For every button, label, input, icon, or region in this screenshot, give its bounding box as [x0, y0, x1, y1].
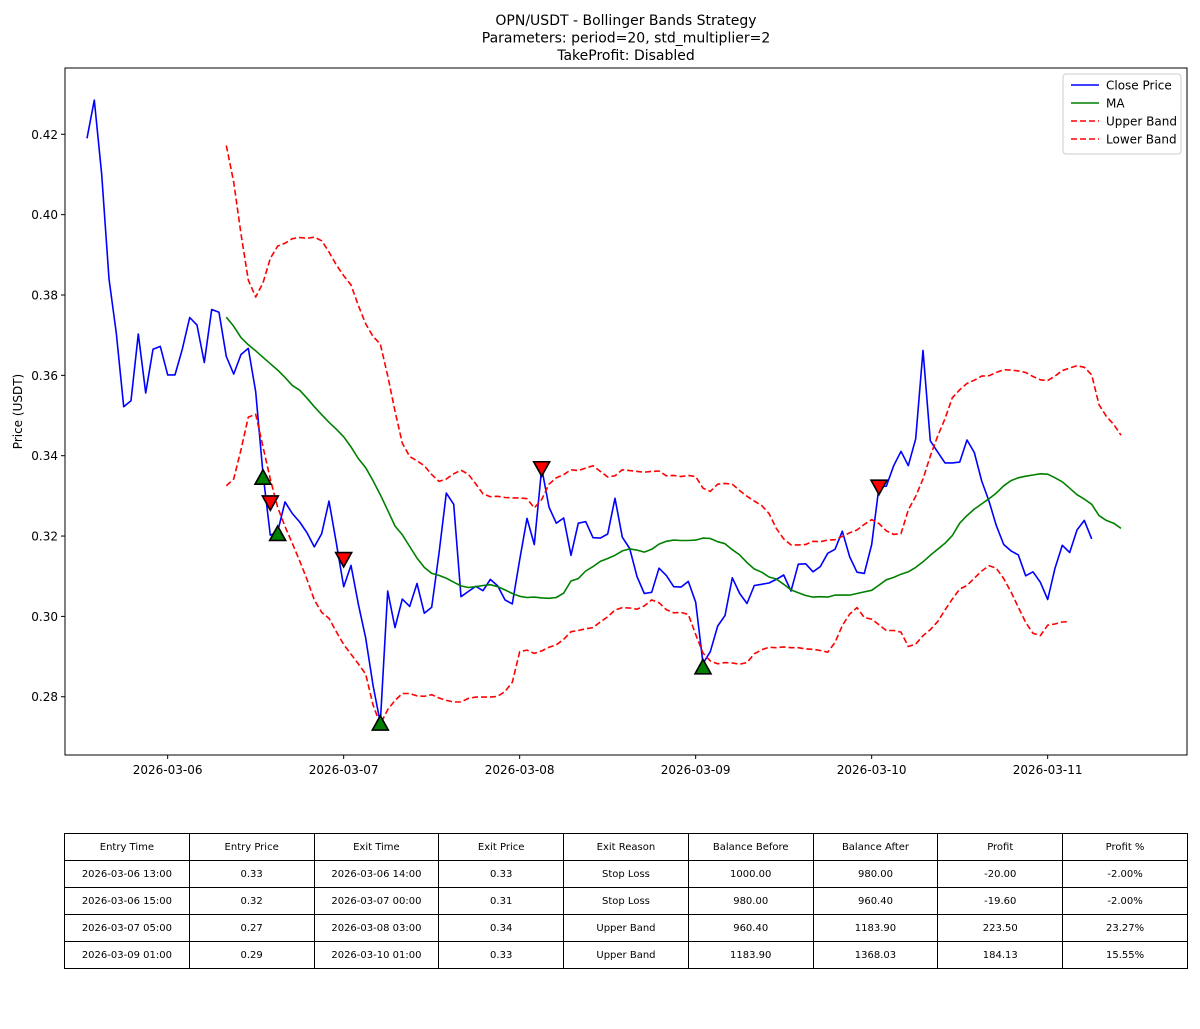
legend-box — [1062, 73, 1182, 155]
header-cell: Profit % — [1062, 833, 1188, 861]
sell-signal-marker — [532, 460, 552, 478]
close-series-line — [86, 99, 1093, 724]
chart-title-line: Parameters: period=20, std_multiplier=2 — [482, 31, 770, 47]
y-tick-label: 0.32 — [31, 530, 58, 544]
y-tick-label: 0.30 — [31, 610, 58, 624]
upper-series-line — [225, 145, 1122, 546]
x-tick-label: 2026-03-11 — [1013, 763, 1083, 777]
table-cell: 1183.90 — [812, 914, 939, 942]
buy-signal-marker — [693, 657, 713, 675]
y-tick-label: 0.34 — [31, 449, 58, 463]
trades-table: Entry Time Entry Price Exit Time Exit Pr… — [64, 833, 1188, 969]
buy-signal-marker — [253, 468, 273, 485]
plot-frame — [64, 67, 1188, 756]
x-tick-label: 2026-03-07 — [309, 763, 379, 777]
table-cell: 0.33 — [188, 860, 315, 888]
table-cell: 223.50 — [937, 914, 1064, 942]
legend-label-upper: Upper Band — [1106, 115, 1177, 129]
table-cell: 15.55% — [1062, 941, 1188, 969]
table-cell: 980.00 — [812, 860, 939, 888]
header-cell: Balance After — [812, 833, 939, 861]
header-cell: Exit Time — [313, 833, 440, 861]
y-tick-label: 0.42 — [31, 128, 58, 142]
table-row: 2026-03-06 13:00 0.33 2026-03-06 14:00 0… — [64, 860, 1188, 888]
table-row: 2026-03-09 01:00 0.29 2026-03-10 01:00 0… — [64, 941, 1188, 969]
sell-signal-marker — [869, 479, 889, 497]
table-cell: 960.40 — [687, 914, 814, 942]
table-cell: 980.00 — [687, 887, 814, 915]
table-cell: 0.32 — [188, 887, 315, 915]
table-cell: 2026-03-06 14:00 — [313, 860, 440, 888]
table-cell: -2.00% — [1062, 887, 1188, 915]
sell-signal-marker — [334, 551, 354, 569]
table-cell: Stop Loss — [563, 860, 689, 888]
lower-series-line — [225, 413, 1070, 726]
y-tick-label: 0.38 — [31, 288, 58, 302]
y-tick-label: 0.36 — [31, 369, 58, 383]
table-cell: 2026-03-08 03:00 — [313, 914, 440, 942]
y-tick-label: 0.28 — [31, 690, 58, 704]
table-cell: 0.29 — [188, 941, 315, 969]
y-axis-label: Price (USDT) — [11, 374, 25, 449]
table-cell: 1000.00 — [687, 860, 814, 888]
table-cell: 960.40 — [812, 887, 939, 915]
buy-signal-marker — [268, 524, 288, 542]
ma-series-line — [225, 316, 1122, 600]
header-cell: Exit Price — [438, 833, 565, 861]
table-cell: 1368.03 — [812, 941, 939, 969]
chart-title-line: TakeProfit: Disabled — [556, 48, 695, 64]
buy-signal-marker — [370, 714, 390, 731]
table-row: 2026-03-07 05:00 0.27 2026-03-08 03:00 0… — [64, 914, 1188, 942]
x-tick-label: 2026-03-08 — [485, 763, 555, 777]
header-cell: Exit Reason — [563, 833, 689, 861]
x-tick-label: 2026-03-06 — [133, 763, 203, 777]
table-cell: 0.33 — [438, 941, 565, 969]
header-cell: Balance Before — [687, 833, 814, 861]
table-cell: 1183.90 — [687, 941, 814, 969]
table-cell: -19.60 — [937, 887, 1064, 915]
table-cell: 0.31 — [438, 887, 565, 915]
header-cell: Profit — [937, 833, 1064, 861]
table-cell: 2026-03-07 00:00 — [313, 887, 440, 915]
header-cell: Entry Price — [188, 833, 315, 861]
table-cell: Stop Loss — [563, 887, 689, 915]
chart-title-line: OPN/USDT - Bollinger Bands Strategy — [495, 13, 756, 29]
legend-label-close: Close Price — [1106, 79, 1172, 93]
table-cell: 23.27% — [1062, 914, 1188, 942]
table-cell: 0.27 — [188, 914, 315, 942]
legend-label-lower: Lower Band — [1106, 133, 1177, 147]
sell-signal-marker — [260, 495, 280, 512]
table-cell: -20.00 — [937, 860, 1064, 888]
x-tick-label: 2026-03-10 — [837, 763, 907, 777]
table-row: 2026-03-06 15:00 0.32 2026-03-07 00:00 0… — [64, 887, 1188, 915]
table-header-row: Entry Time Entry Price Exit Time Exit Pr… — [64, 833, 1188, 861]
table-cell: 2026-03-06 15:00 — [64, 887, 190, 915]
table-cell: 2026-03-06 13:00 — [64, 860, 190, 888]
y-tick-label: 0.40 — [31, 208, 58, 222]
table-cell: 184.13 — [937, 941, 1064, 969]
legend-label-ma: MA — [1106, 97, 1125, 111]
table-cell: Upper Band — [563, 941, 689, 969]
table-cell: 2026-03-07 05:00 — [64, 914, 190, 942]
x-tick-label: 2026-03-09 — [661, 763, 731, 777]
table-cell: -2.00% — [1062, 860, 1188, 888]
table-cell: 2026-03-10 01:00 — [313, 941, 440, 969]
table-cell: 2026-03-09 01:00 — [64, 941, 190, 969]
header-cell: Entry Time — [64, 833, 190, 861]
table-cell: 0.34 — [438, 914, 565, 942]
table-cell: Upper Band — [563, 914, 689, 942]
table-cell: 0.33 — [438, 860, 565, 888]
bollinger-chart: OPN/USDT - Bollinger Bands Strategy Param… — [11, 13, 1188, 777]
